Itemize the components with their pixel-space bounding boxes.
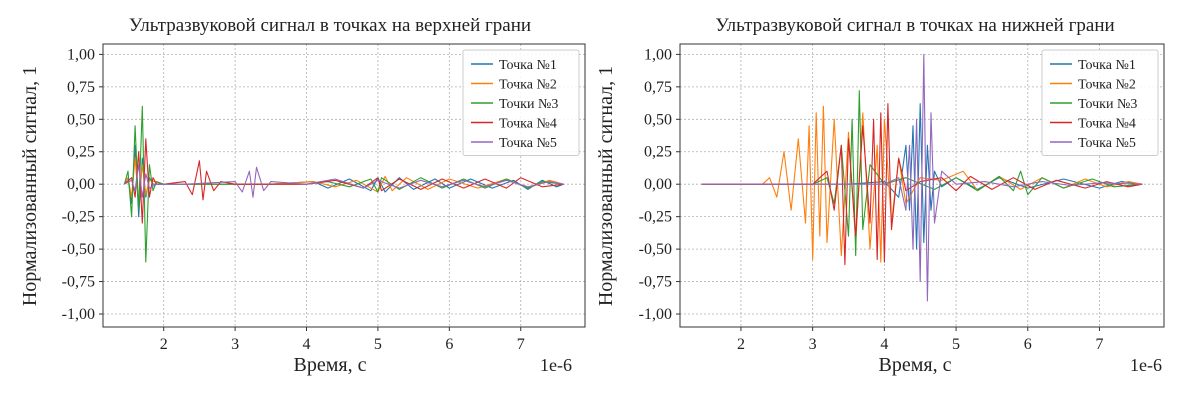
y-tick-label: 1,00 xyxy=(67,46,95,63)
y-tick-label: 0,25 xyxy=(644,144,672,161)
x-axis-offset-label: 1e-6 xyxy=(1130,355,1162,375)
y-tick-label: -0,75 xyxy=(62,274,95,291)
y-tick-label: 0,00 xyxy=(644,176,672,193)
legend-box xyxy=(1041,49,1159,156)
plot-area-frame xyxy=(679,43,1165,328)
y-axis-label: Нормализованный сигнал, 1 xyxy=(19,66,41,306)
legend-entry: Точка №2 xyxy=(1078,78,1136,93)
legend-box xyxy=(462,49,580,156)
y-tick-label: 0,75 xyxy=(67,79,95,96)
series-line-5 xyxy=(701,53,1143,302)
y-tick-label: -0,25 xyxy=(62,209,95,226)
y-tick-label: -0,50 xyxy=(62,241,95,258)
x-tick-label: 3 xyxy=(809,336,817,353)
y-axis-label: Нормализованный сигнал, 1 xyxy=(595,66,617,306)
x-tick-label: 6 xyxy=(1024,336,1032,353)
x-axis-label: Время, с xyxy=(294,354,367,376)
x-axis-label: Время, с xyxy=(879,354,952,376)
x-tick-label: 5 xyxy=(374,336,382,353)
legend: Точка №1 Точка №2 Точки №3 Точка №4 Точка №5 xyxy=(1041,49,1159,156)
series-line-4 xyxy=(124,138,564,224)
y-tick-label: 0,50 xyxy=(644,111,672,128)
legend-entry: Точка №2 xyxy=(499,78,557,93)
legend-entry: Точка №5 xyxy=(1078,136,1136,151)
legend-entry: Точка №4 xyxy=(499,117,557,132)
x-axis-offset-label: 1e-6 xyxy=(540,355,572,375)
legend-entry: Точка №1 xyxy=(1078,58,1136,73)
series-line-1 xyxy=(701,103,1143,250)
x-tick-label: 2 xyxy=(160,336,168,353)
legend: Точка №1 Точка №2 Точки №3 Точка №4 Точка №5 xyxy=(462,49,580,156)
y-tick-label: 0,25 xyxy=(67,144,95,161)
x-tick-label: 5 xyxy=(952,336,960,353)
y-tick-label: 0,00 xyxy=(67,176,95,193)
y-tick-label: -0,50 xyxy=(639,241,672,258)
series-line-1 xyxy=(123,144,564,218)
chart-title: Ультразвуковой сигнал в точках на верхне… xyxy=(129,15,531,36)
x-tick-label: 7 xyxy=(517,336,525,353)
x-tick-label: 4 xyxy=(880,336,888,353)
legend-entry: Точки №3 xyxy=(499,97,558,112)
chart-top-face: Ультразвуковой сигнал в точках на верхне… xyxy=(19,15,586,376)
y-tick-label: 0,50 xyxy=(67,111,95,128)
y-tick-label: 1,00 xyxy=(644,46,672,63)
y-tick-label: -0,25 xyxy=(639,209,672,226)
x-tick-label: 7 xyxy=(1095,336,1103,353)
chart-bottom-face: Ультразвуковой сигнал в точках на нижней… xyxy=(595,15,1165,376)
x-tick-label: 3 xyxy=(231,336,239,353)
y-tick-label: -0,75 xyxy=(639,274,672,291)
legend-entry: Точка №4 xyxy=(1078,117,1136,132)
y-tick-label: -1,00 xyxy=(639,306,672,323)
series-line-4 xyxy=(701,103,1143,266)
legend-entry: Точки №3 xyxy=(1078,97,1137,112)
plot-area-frame xyxy=(102,43,586,328)
x-tick-label: 2 xyxy=(737,336,745,353)
x-tick-label: 4 xyxy=(303,336,311,353)
y-tick-label: 0,75 xyxy=(644,79,672,96)
y-tick-label: -1,00 xyxy=(62,306,95,323)
legend-entry: Точка №5 xyxy=(499,136,557,151)
series-line-5 xyxy=(124,164,564,198)
legend-entry: Точка №1 xyxy=(499,58,557,73)
chart-title: Ультразвуковой сигнал в точках на нижней… xyxy=(715,15,1114,36)
x-tick-label: 6 xyxy=(445,336,453,353)
